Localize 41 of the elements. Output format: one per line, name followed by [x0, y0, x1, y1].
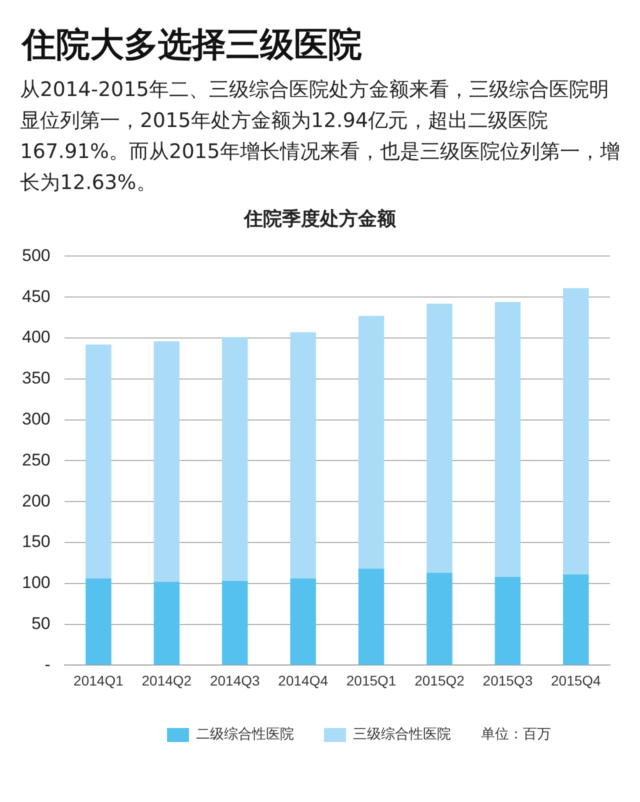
bar [494, 576, 521, 665]
bar [426, 304, 452, 573]
bar [358, 568, 384, 665]
x-tick-label: 2015Q1 [346, 672, 396, 688]
y-tick-label: 200 [22, 491, 50, 510]
y-tick-label: 450 [22, 286, 50, 306]
legend-label: 三级综合性医院 [353, 726, 451, 743]
y-tick-label: - [44, 654, 50, 674]
bar [154, 582, 180, 665]
bar [426, 572, 452, 665]
bar [86, 344, 112, 578]
y-tick-label: 150 [22, 532, 50, 552]
x-tick-label: 2015Q4 [550, 672, 602, 688]
y-tick-label: 400 [22, 328, 50, 347]
y-tick-label: 50 [31, 614, 50, 633]
chart-title: 住院大多选择三级医院 [22, 24, 363, 67]
bar [222, 580, 248, 665]
legend-label: 二级综合性医院 [196, 726, 294, 743]
bar [86, 578, 112, 665]
text: 从2014-2015年二、三级综合医院处方金额来看，三级综合医院明显位列第一，2015年处方金额为12.94亿元，超出二级医院167.91%。而从2015年增长情况来看，也是三级医院位列第一，增长为12.63%。 [20, 76, 621, 196]
y-tick-label: 100 [22, 573, 50, 592]
y-tick-label: 500 [22, 246, 50, 265]
bar [154, 341, 180, 582]
bar [290, 578, 316, 665]
y-tick-label: 300 [22, 409, 50, 428]
x-tick-label: 2015Q3 [482, 672, 533, 688]
bar [494, 302, 521, 577]
x-tick-label: 2014Q3 [210, 672, 260, 688]
text: 单位：百万 [481, 726, 551, 743]
bar [358, 316, 384, 569]
bar [563, 574, 589, 665]
y-tick-label: 350 [22, 368, 50, 388]
x-tick-label: 2014Q2 [142, 672, 192, 688]
chart-subtitle: 住院季度处方金额 [242, 207, 397, 232]
bar [563, 288, 589, 574]
bar [290, 332, 316, 578]
x-tick-label: 2015Q2 [414, 672, 465, 688]
x-tick-label: 2014Q1 [74, 672, 124, 688]
y-tick-label: 250 [22, 450, 50, 470]
bar [222, 337, 248, 581]
x-tick-label: 2014Q4 [278, 672, 328, 688]
